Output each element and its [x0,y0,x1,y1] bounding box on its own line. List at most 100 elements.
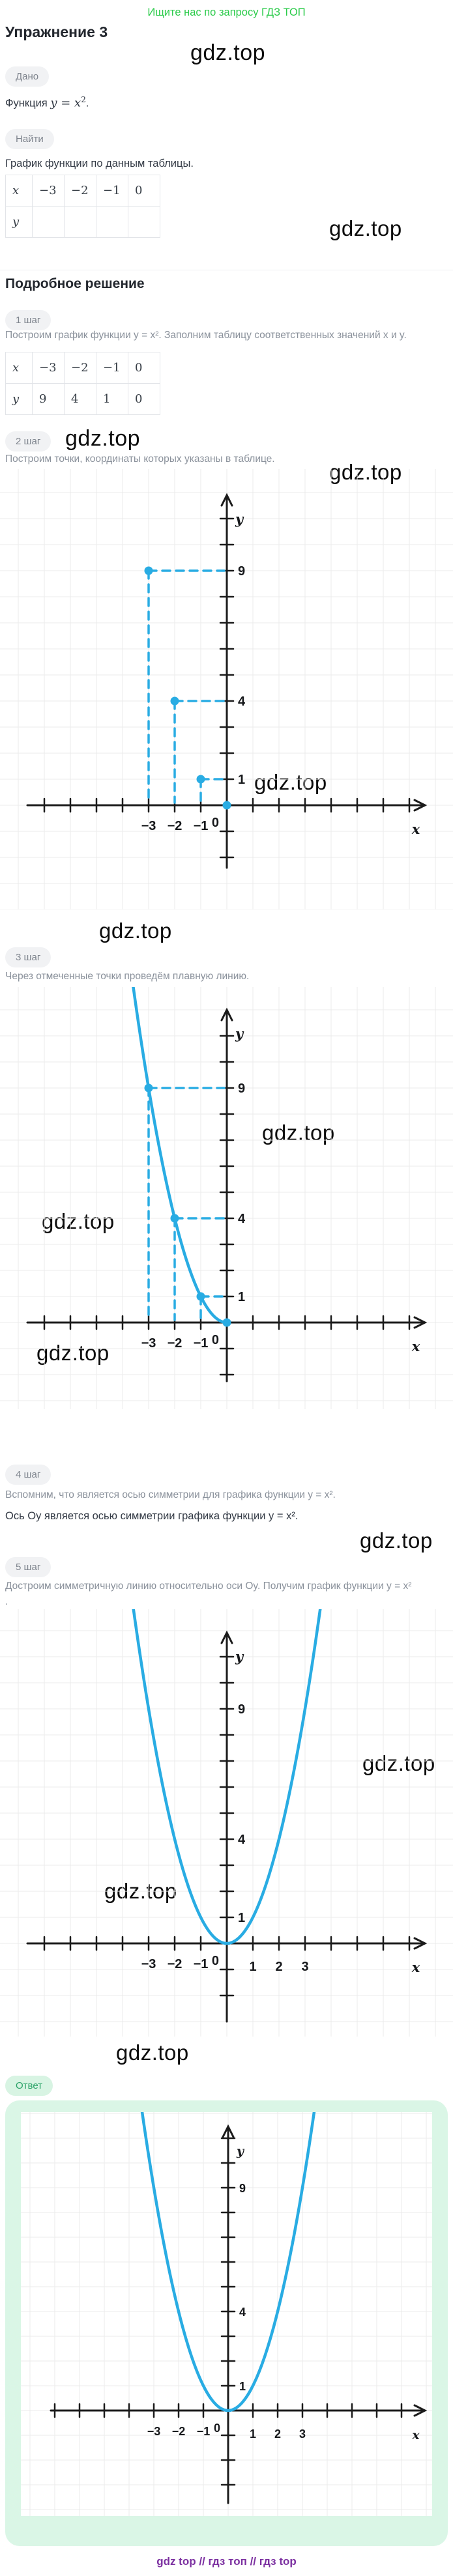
watermark: gdz.top [262,1121,335,1145]
watermark: gdz.top [190,40,266,65]
step5-text: Достроим симметричную линию относительно… [5,1581,412,1592]
watermark: gdz.top [254,770,327,794]
step4-text-1: Вспомним, что является осью симметрии дл… [5,1489,336,1500]
svg-text:0: 0 [212,1954,219,1968]
svg-text:4: 4 [238,1212,246,1226]
svg-text:1: 1 [238,1290,245,1304]
table-cell: 1 [96,383,128,415]
badge-step4: 4 шаг [5,1465,51,1485]
svg-text:−3: −3 [141,819,156,833]
svg-text:3: 3 [299,2427,306,2440]
svg-text:y: y [235,1648,244,1665]
step5-period: . [5,1596,8,1607]
svg-text:4: 4 [238,1833,246,1847]
table-cell [128,206,160,238]
svg-text:4: 4 [239,2306,246,2319]
svg-text:−2: −2 [168,1336,183,1351]
svg-text:0: 0 [212,1333,219,1347]
svg-text:y: y [235,1025,244,1042]
watermark: gdz.top [116,2040,189,2065]
svg-text:−2: −2 [168,1957,183,1971]
table-cell: −2 [64,175,96,207]
svg-text:2: 2 [275,1960,282,1974]
badge-step3: 3 шаг [5,947,51,967]
svg-text:1: 1 [249,1960,256,1974]
svg-text:−2: −2 [168,819,183,833]
table-row: y 9 4 1 0 [5,383,160,415]
svg-text:1: 1 [238,773,245,787]
table-cell [96,206,128,238]
svg-text:−1: −1 [194,1336,209,1351]
var-x: x [74,96,81,110]
svg-text:y: y [235,511,244,527]
svg-text:x: x [411,1959,420,1975]
watermark: gdz.top [37,1341,110,1365]
table-cell: y [5,383,33,415]
table-cell: 0 [128,383,160,415]
given-label: Функция [5,97,48,109]
table-cell [32,206,65,238]
table-cell: −3 [32,352,65,384]
step1-text: Построим график функции y = x². Заполним… [5,330,407,341]
svg-text:−3: −3 [147,2425,161,2438]
svg-text:9: 9 [238,1702,245,1717]
table-cell: 9 [32,383,65,415]
svg-text:1: 1 [238,1911,245,1925]
table-cell: −1 [96,175,128,207]
watermark: gdz.top [362,1751,435,1775]
svg-text:−2: −2 [172,2425,186,2438]
footer-text: gdz top // гдз топ // гдз top [156,2555,297,2568]
svg-text:1: 1 [250,2427,256,2440]
svg-text:−3: −3 [141,1957,156,1971]
graph-step5-parabola: 9 4 1 −3 −2 −1 1 2 3 0 y x [0,1609,453,2037]
equals-sign: = [57,96,75,110]
svg-text:y: y [236,2144,245,2158]
table-row: y [5,206,160,238]
watermark: gdz.top [329,460,402,484]
promo-link[interactable]: Ищите нас по запросу ГДЗ ТОП [147,7,306,18]
svg-text:0: 0 [214,2422,220,2435]
badge-step2: 2 шаг [5,431,51,451]
svg-text:9: 9 [239,2182,246,2195]
table-cell: x [5,352,33,384]
svg-text:x: x [411,821,420,837]
svg-text:9: 9 [238,1081,245,1096]
watermark: gdz.top [65,426,141,451]
table-cell: −3 [32,175,65,207]
table-row: x −3 −2 −1 0 [5,352,160,384]
table-cell: −2 [64,352,96,384]
svg-text:−1: −1 [194,1957,209,1971]
watermark: gdz.top [329,216,402,240]
exponent: 2 [81,95,86,104]
answer-card: 9 4 1 −3 −2 −1 1 2 3 0 y x [21,2112,432,2516]
svg-text:−1: −1 [194,819,209,833]
table-cell: 0 [128,175,160,207]
graph-step2-points: 9 4 1 −3 −2 −1 0 y x [0,469,453,909]
step2-text: Построим точки, координаты которых указа… [5,453,275,465]
svg-text:0: 0 [212,816,219,830]
solution-heading: Подробное решение [5,276,145,291]
table-cell [64,206,96,238]
table-given: x −3 −2 −1 0 y [5,175,160,238]
svg-text:−3: −3 [141,1336,156,1351]
svg-text:1: 1 [239,2380,246,2393]
badge-answer: Ответ [5,2076,53,2096]
table-cell: 0 [128,352,160,384]
badge-step1: 1 шаг [5,310,51,330]
var-y: y [50,96,57,110]
svg-text:2: 2 [274,2427,281,2440]
table-cell: 4 [64,383,96,415]
svg-text:3: 3 [301,1960,308,1974]
svg-text:9: 9 [238,564,245,579]
watermark: gdz.top [99,919,172,943]
page-title: Упражнение 3 [5,23,108,40]
table-filled: x −3 −2 −1 0 y 9 4 1 0 [5,352,160,415]
badge-step5: 5 шаг [5,1557,51,1577]
table-cell: −1 [96,352,128,384]
badge-find: Найти [5,129,54,149]
table-row: x −3 −2 −1 0 [5,175,160,207]
svg-text:x: x [411,1338,420,1354]
given-line: Функция y = x2. [5,95,89,110]
badge-given: Дано [5,66,50,87]
table-cell: x [5,175,33,207]
